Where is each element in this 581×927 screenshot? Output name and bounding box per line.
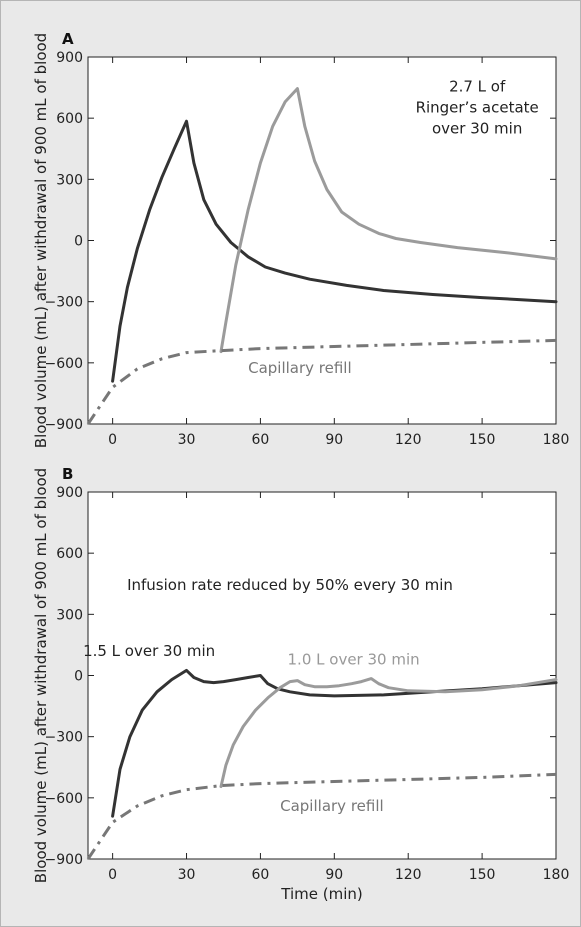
series-line-a-3	[86, 338, 557, 425]
annotation-a-4: Capillary refill	[248, 359, 352, 377]
x-tick-label: 180	[543, 432, 570, 448]
x-tick-label: 30	[178, 867, 196, 883]
x-tick-label: 120	[395, 867, 422, 883]
series-line-b-1	[111, 668, 558, 818]
annotation-a-2: Ringer’s acetate	[416, 99, 539, 117]
y-tick-label: −300	[45, 295, 83, 311]
y-tick-label: −900	[45, 852, 83, 868]
y-tick-label: −300	[45, 730, 83, 746]
y-tick-label: 900	[56, 485, 83, 501]
series-line-a-1	[111, 119, 558, 383]
series-line-a-2	[219, 87, 558, 354]
x-tick-label: 60	[252, 432, 270, 448]
annotation-b-3: 1.0 L over 30 min	[288, 650, 420, 668]
x-tick-label: 150	[469, 432, 496, 448]
x-tick-label: 0	[108, 867, 117, 883]
x-axis-label: Time (min)	[280, 885, 362, 903]
x-tick-label: 120	[395, 432, 422, 448]
x-tick-label: 180	[543, 867, 570, 883]
y-tick-label: −900	[45, 417, 83, 433]
y-tick-label: 0	[74, 669, 83, 685]
y-axis-label: Blood volume (mL) after withdrawal of 90…	[32, 33, 50, 448]
annotation-a-1: 2.7 L of	[449, 78, 506, 96]
panel-letter-b: B	[62, 465, 73, 483]
plot-area-b	[87, 491, 557, 860]
y-tick-label: −600	[45, 791, 83, 807]
annotation-b-2: 1.5 L over 30 min	[83, 642, 215, 660]
y-tick-label: 0	[74, 234, 83, 250]
y-tick-label: 600	[56, 546, 83, 562]
panel-letter-a: A	[62, 30, 74, 48]
y-tick-label: 300	[56, 607, 83, 623]
y-tick-label: −600	[45, 356, 83, 372]
annotation-b-1: Infusion rate reduced by 50% every 30 mi…	[127, 576, 453, 594]
y-tick-label: 900	[56, 50, 83, 66]
x-tick-label: 90	[325, 867, 343, 883]
x-tick-label: 60	[252, 867, 270, 883]
x-tick-label: 150	[469, 867, 496, 883]
series-line-b-2	[219, 677, 558, 789]
x-tick-label: 0	[108, 432, 117, 448]
x-tick-label: 30	[178, 432, 196, 448]
y-tick-label: 300	[56, 172, 83, 188]
series-line-b-3	[86, 772, 557, 860]
annotation-b-4: Capillary refill	[280, 797, 384, 815]
y-axis-label: Blood volume (mL) after withdrawal of 90…	[32, 468, 50, 883]
x-tick-label: 90	[325, 432, 343, 448]
annotation-a-3: over 30 min	[432, 120, 522, 138]
plot-area-a	[87, 56, 557, 425]
y-tick-label: 600	[56, 111, 83, 127]
